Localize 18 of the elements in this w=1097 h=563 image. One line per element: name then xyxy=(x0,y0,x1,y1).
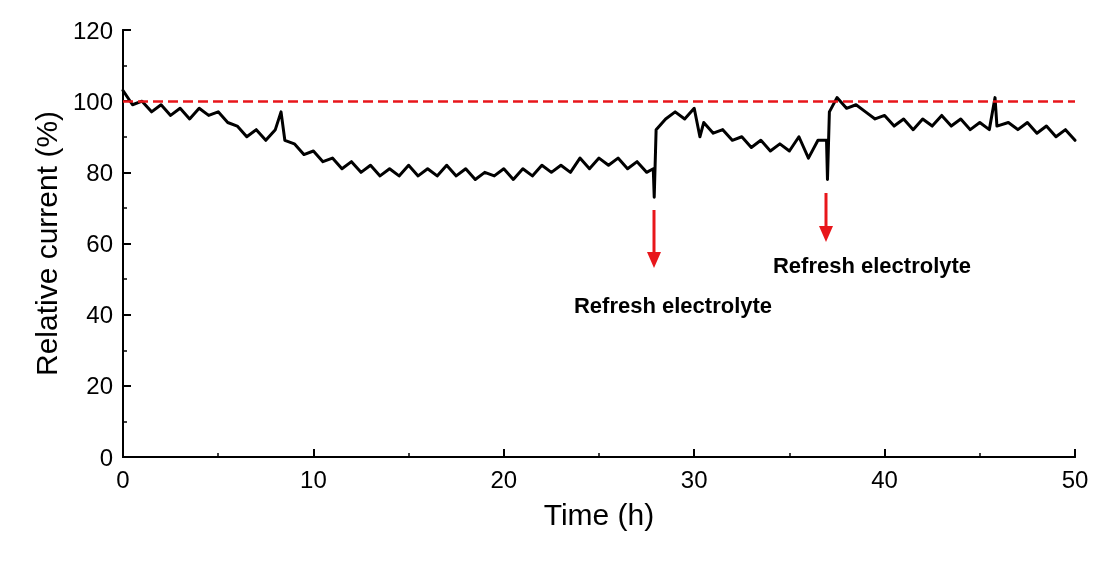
y-tick-label: 80 xyxy=(86,158,113,186)
x-axis-title: Time (h) xyxy=(543,497,655,531)
x-tick-label: 20 xyxy=(490,465,518,493)
x-tick-label: 0 xyxy=(116,465,130,493)
y-tick-label: 0 xyxy=(99,443,113,471)
line-series xyxy=(121,88,1077,199)
y-tick-label: 60 xyxy=(86,230,113,257)
x-tick-label: 10 xyxy=(300,465,327,493)
x-tick-label: 40 xyxy=(871,465,898,493)
x-tick-label: 30 xyxy=(680,465,708,493)
y-tick-label: 40 xyxy=(86,301,113,329)
y-tick-label: 20 xyxy=(86,372,113,400)
y-tick-label: 120 xyxy=(72,16,113,44)
y-axis-title: Relative current (%) xyxy=(29,110,63,377)
x-tick-label: 50 xyxy=(1061,465,1089,493)
annotation: Refresh electrolyte xyxy=(573,293,773,319)
y-tick-label: 100 xyxy=(72,87,113,115)
annotation: Refresh electrolyte xyxy=(772,253,972,279)
